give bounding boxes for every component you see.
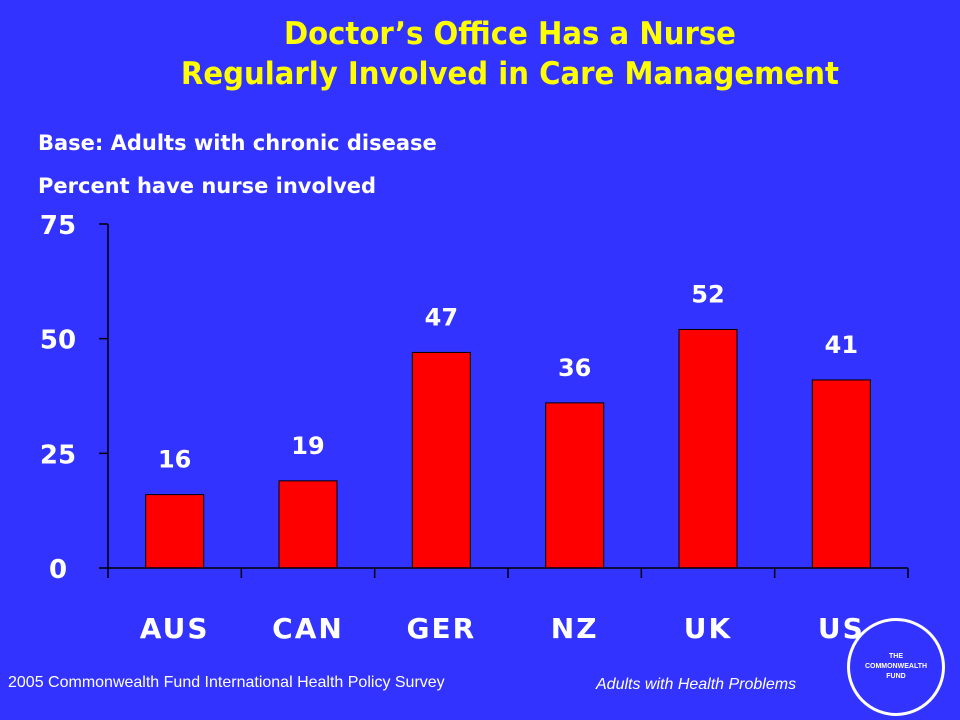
base-label: Base: Adults with chronic disease xyxy=(38,131,437,155)
bar-uk xyxy=(678,328,738,569)
bar-aus xyxy=(145,494,205,569)
source-note: 2005 Commonwealth Fund International Hea… xyxy=(8,674,445,691)
bar-can xyxy=(278,480,338,569)
x-tick-label-aus: AUS xyxy=(140,612,210,645)
x-tick-label-ger: GER xyxy=(406,612,476,645)
chart-title-line-1: Doctor’s Office Has a Nurse xyxy=(283,16,736,52)
data-label-can: 19 xyxy=(291,432,324,460)
y-tick-label-0: 0 xyxy=(49,555,67,585)
population-note: Adults with Health Problems xyxy=(596,676,797,693)
logo-line-3: FUND xyxy=(886,673,906,680)
logo-text: THE COMMONWEALTH FUND xyxy=(851,652,941,682)
y-tick-label-25: 25 xyxy=(40,440,76,470)
x-tick-label-uk: UK xyxy=(684,612,732,645)
y-tick-label-75: 75 xyxy=(40,211,76,241)
axes-layer xyxy=(99,223,909,578)
y-axis-label: Percent have nurse involved xyxy=(38,174,377,198)
x-tick-label-can: CAN xyxy=(272,612,344,645)
logo-line-1: THE xyxy=(889,653,903,660)
data-label-uk: 52 xyxy=(691,280,724,308)
data-label-us: 41 xyxy=(825,331,858,359)
bar-ger xyxy=(411,351,471,569)
data-label-nz: 36 xyxy=(558,354,591,382)
bars-layer xyxy=(145,328,871,569)
data-label-aus: 16 xyxy=(158,446,191,474)
chart-title-line-2: Regularly Involved in Care Management xyxy=(180,56,839,92)
chart-title: Doctor’s Office Has a Nurse Regularly In… xyxy=(0,14,960,94)
y-tick-label-50: 50 xyxy=(40,326,76,356)
x-tick-label-nz: NZ xyxy=(551,612,599,645)
bar-us xyxy=(811,379,871,569)
logo-line-2: COMMONWEALTH xyxy=(864,663,928,670)
bar-nz xyxy=(545,402,605,569)
data-label-ger: 47 xyxy=(425,303,458,331)
commonwealth-fund-logo: THE COMMONWEALTH FUND xyxy=(847,618,945,716)
